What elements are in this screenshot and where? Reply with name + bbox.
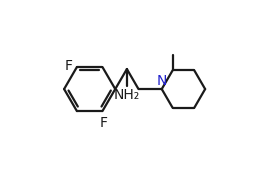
Text: NH₂: NH₂ xyxy=(114,88,140,102)
Text: N: N xyxy=(157,74,167,88)
Text: F: F xyxy=(65,59,73,73)
Text: F: F xyxy=(99,116,107,130)
